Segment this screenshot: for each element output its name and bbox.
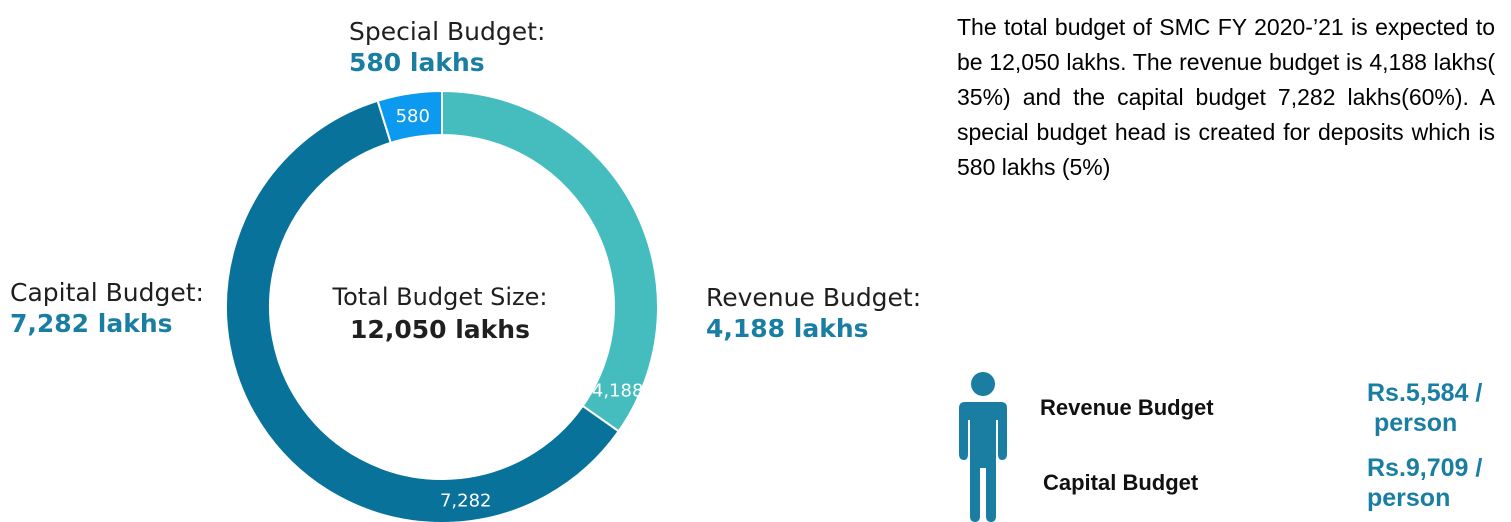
per-capita-revenue-label: Revenue Budget xyxy=(1040,395,1214,420)
donut-slice-labels: 4,188 7,282 580 xyxy=(396,106,644,511)
total-budget-value: 12,050 lakhs xyxy=(350,315,530,344)
capital-slice-label: 7,282 xyxy=(440,491,492,512)
special-slice xyxy=(376,89,443,145)
capital-slice xyxy=(225,99,621,522)
budget-donut-chart: 4,188 7,282 580 xyxy=(225,89,659,522)
special-budget-title: Special Budget: xyxy=(349,17,546,46)
special-budget-callout: Special Budget: 580 lakhs xyxy=(349,16,545,79)
revenue-budget-title: Revenue Budget: xyxy=(706,283,922,312)
special-budget-value: 580 lakhs xyxy=(349,48,485,78)
per-capita-capital-label: Capital Budget xyxy=(1043,470,1199,495)
capital-budget-title: Capital Budget: xyxy=(10,278,204,307)
revenue-budget-callout: Revenue Budget: 4,188 lakhs xyxy=(706,282,921,345)
person-icon xyxy=(959,372,1007,522)
per-capita-capital-value: Rs.9,709 / person xyxy=(1367,453,1482,513)
budget-description: The total budget of SMC FY 2020-’21 is e… xyxy=(957,14,1495,180)
total-budget-title: Total Budget Size: xyxy=(332,283,548,311)
special-slice-label: 580 xyxy=(396,106,430,127)
per-capita-revenue-value-line1: Rs.5,584 / xyxy=(1367,379,1483,407)
per-capita-capital-value-line2: person xyxy=(1367,484,1451,512)
revenue-slice-label: 4,188 xyxy=(592,380,644,401)
per-capita-revenue-value: Rs.5,584 / person xyxy=(1367,378,1482,438)
donut-slices xyxy=(225,89,659,522)
capital-budget-value: 7,282 lakhs xyxy=(10,309,173,339)
donut-center: Total Budget Size: 12,050 lakhs xyxy=(300,283,580,344)
per-capita-capital-value-line1: Rs.9,709 / xyxy=(1367,454,1483,482)
per-capita-revenue-value-line2: person xyxy=(1367,409,1458,437)
revenue-budget-value: 4,188 lakhs xyxy=(706,314,869,344)
capital-budget-callout: Capital Budget: 7,282 lakhs xyxy=(10,277,204,340)
